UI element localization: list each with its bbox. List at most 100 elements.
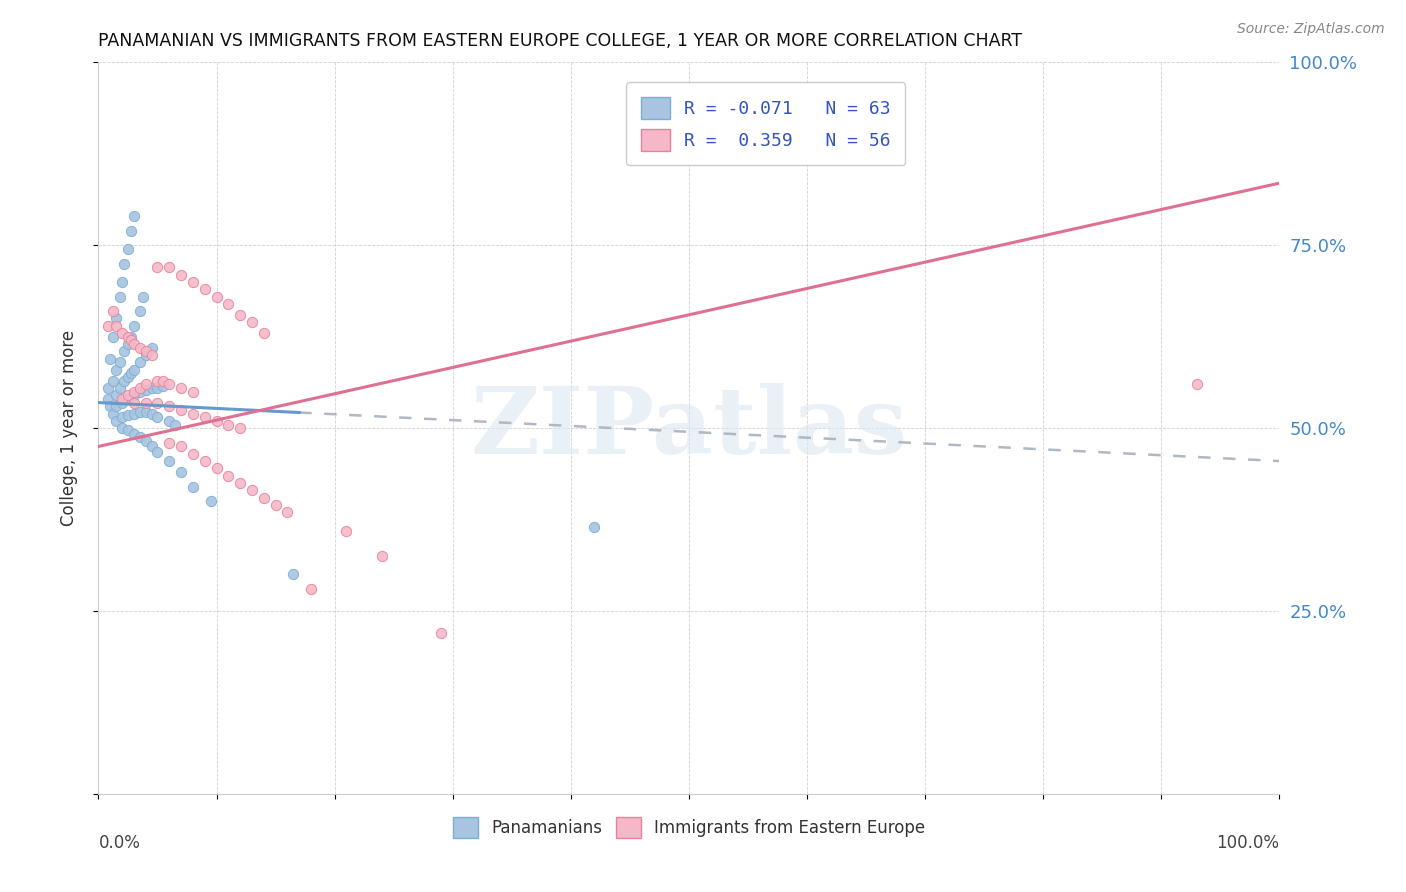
- Point: [112, 257, 135, 271]
- Point: [135, 434, 157, 449]
- Point: [111, 275, 134, 289]
- Point: [170, 381, 193, 395]
- Point: [146, 374, 169, 388]
- Point: [108, 289, 131, 303]
- Point: [122, 388, 145, 402]
- Point: [128, 355, 150, 369]
- Point: [194, 282, 217, 296]
- Point: [430, 626, 453, 640]
- Point: [98, 399, 121, 413]
- Point: [122, 209, 145, 223]
- Point: [128, 405, 150, 419]
- Point: [181, 384, 204, 399]
- Point: [117, 392, 139, 406]
- Point: [135, 405, 157, 419]
- Point: [105, 399, 128, 413]
- Point: [240, 315, 263, 329]
- Point: [229, 421, 252, 435]
- Point: [335, 524, 357, 538]
- Point: [101, 304, 124, 318]
- Point: [105, 318, 128, 333]
- Point: [112, 344, 135, 359]
- Point: [122, 395, 145, 409]
- Point: [283, 567, 305, 582]
- Point: [117, 370, 139, 384]
- Point: [98, 351, 121, 366]
- Point: [128, 384, 150, 399]
- Point: [121, 366, 143, 380]
- Point: [229, 308, 252, 322]
- Point: [117, 242, 139, 256]
- Point: [200, 494, 222, 508]
- Point: [105, 388, 128, 402]
- Point: [157, 414, 180, 428]
- Point: [111, 392, 134, 406]
- Point: [146, 381, 169, 395]
- Point: [141, 440, 163, 453]
- Point: [205, 414, 228, 428]
- Point: [122, 318, 145, 333]
- Point: [122, 362, 145, 376]
- Point: [128, 304, 150, 318]
- Point: [128, 381, 150, 395]
- Text: PANAMANIAN VS IMMIGRANTS FROM EASTERN EUROPE COLLEGE, 1 YEAR OR MORE CORRELATION: PANAMANIAN VS IMMIGRANTS FROM EASTERN EU…: [98, 32, 1022, 50]
- Point: [157, 260, 180, 275]
- Point: [152, 374, 174, 388]
- Point: [152, 378, 174, 392]
- Point: [181, 275, 204, 289]
- Point: [146, 395, 169, 409]
- Point: [217, 417, 239, 432]
- Point: [117, 337, 139, 351]
- Point: [181, 447, 204, 461]
- Point: [122, 427, 145, 442]
- Text: ZIPatlas: ZIPatlas: [471, 384, 907, 473]
- Point: [217, 297, 239, 311]
- Point: [205, 289, 228, 303]
- Point: [170, 403, 193, 417]
- Point: [229, 476, 252, 491]
- Point: [135, 344, 157, 359]
- Point: [111, 326, 134, 340]
- Text: 100.0%: 100.0%: [1216, 834, 1279, 852]
- Point: [135, 377, 157, 392]
- Point: [108, 355, 131, 369]
- Point: [170, 268, 193, 282]
- Point: [117, 408, 139, 422]
- Point: [181, 480, 204, 494]
- Point: [1185, 377, 1208, 392]
- Point: [371, 549, 394, 564]
- Point: [165, 417, 187, 432]
- Point: [112, 374, 135, 388]
- Point: [141, 341, 163, 355]
- Point: [141, 407, 163, 421]
- Point: [146, 410, 169, 425]
- Point: [111, 410, 134, 425]
- Point: [157, 377, 180, 392]
- Point: [146, 444, 169, 458]
- Y-axis label: College, 1 year or more: College, 1 year or more: [59, 330, 77, 526]
- Point: [253, 326, 276, 340]
- Point: [194, 410, 217, 425]
- Point: [97, 381, 120, 395]
- Point: [101, 407, 124, 421]
- Point: [276, 505, 298, 519]
- Point: [121, 330, 143, 344]
- Point: [240, 483, 263, 498]
- Point: [217, 468, 239, 483]
- Point: [253, 491, 276, 505]
- Point: [122, 407, 145, 421]
- Text: Source: ZipAtlas.com: Source: ZipAtlas.com: [1237, 22, 1385, 37]
- Point: [117, 330, 139, 344]
- Legend: Panamanians, Immigrants from Eastern Europe: Panamanians, Immigrants from Eastern Eur…: [443, 807, 935, 847]
- Point: [105, 362, 128, 376]
- Point: [132, 289, 155, 303]
- Point: [135, 348, 157, 362]
- Point: [128, 341, 150, 355]
- Point: [111, 421, 134, 435]
- Point: [205, 461, 228, 475]
- Point: [97, 318, 120, 333]
- Point: [108, 381, 131, 395]
- Point: [157, 435, 180, 450]
- Point: [101, 330, 124, 344]
- Point: [128, 430, 150, 444]
